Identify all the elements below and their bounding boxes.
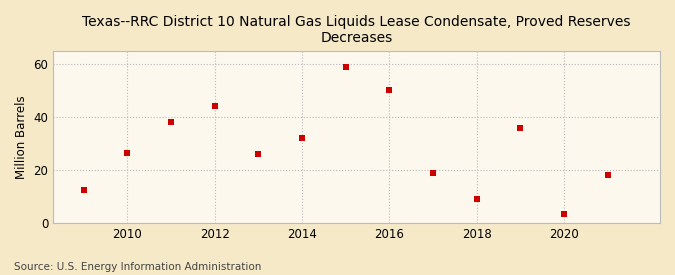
Text: Source: U.S. Energy Information Administration: Source: U.S. Energy Information Administ…: [14, 262, 261, 272]
Point: [253, 152, 264, 157]
Point: [209, 104, 220, 108]
Point: [559, 212, 570, 217]
Y-axis label: Million Barrels: Million Barrels: [15, 95, 28, 178]
Point: [78, 188, 89, 192]
Point: [297, 136, 308, 140]
Point: [384, 87, 395, 92]
Point: [428, 170, 439, 175]
Point: [122, 151, 133, 156]
Title: Texas--RRC District 10 Natural Gas Liquids Lease Condensate, Proved Reserves
Dec: Texas--RRC District 10 Natural Gas Liqui…: [82, 15, 631, 45]
Point: [340, 65, 351, 69]
Point: [471, 197, 482, 201]
Point: [602, 172, 613, 177]
Point: [515, 126, 526, 130]
Point: [166, 120, 177, 124]
